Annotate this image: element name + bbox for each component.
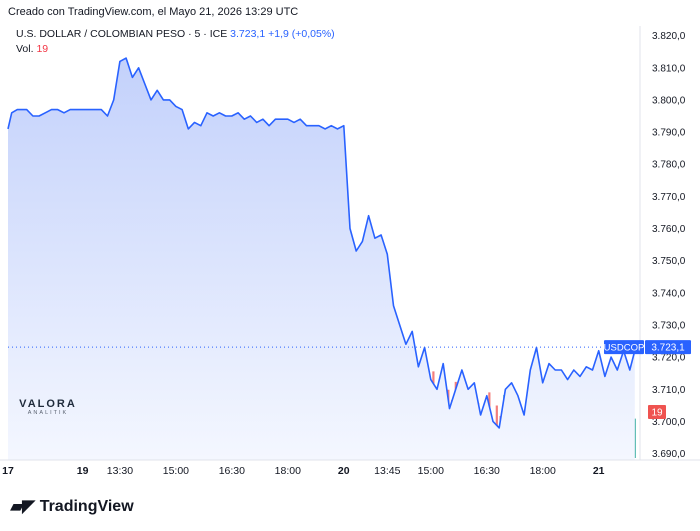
x-tick-label: 15:00: [163, 465, 189, 477]
y-tick-label: 3.720,0: [652, 353, 686, 364]
y-tick-label: 3.820,0: [652, 31, 686, 42]
valora-logo: VALORA ANALITIK: [18, 398, 78, 416]
y-tick-label: 3.700,0: [652, 417, 686, 428]
last-price-badge-label: 3.723,1: [651, 343, 685, 354]
time-axis[interactable]: 17 19 13:30 15:00 16:30 18:00 20 13:45 15:00 16:3…: [2, 465, 605, 477]
x-tick-label: 17: [2, 465, 14, 477]
x-tick-label: 13:30: [107, 465, 133, 477]
tradingview-footer[interactable]: ▰◤ TradingView: [10, 496, 134, 517]
last-value-badges: USDCOP 3.723,1 19: [604, 340, 691, 419]
last-price-badge: [645, 340, 691, 355]
x-tick-label: 15:00: [418, 465, 444, 477]
symbol-badge: [604, 340, 644, 355]
y-tick-label: 3.750,0: [652, 256, 686, 267]
price-axis[interactable]: 3.820,0 3.810,0 3.800,0 3.790,0 3.780,0 3.770…: [652, 31, 686, 460]
x-tick-label: 18:00: [530, 465, 556, 477]
x-tick-label: 19: [77, 465, 89, 477]
y-tick-label: 3.780,0: [652, 160, 686, 171]
price-area-fill: [8, 58, 635, 460]
chart-credit: Creado con TradingView.com, el Mayo 21, …: [8, 6, 299, 18]
y-tick-label: 3.760,0: [652, 224, 686, 235]
logo-line2: ANALITIK: [27, 410, 69, 416]
symbol-title: U.S. DOLLAR / COLOMBIAN PESO · 5 · ICE: [16, 28, 228, 40]
volume-bar: [633, 418, 636, 458]
last-price: 3.723,1: [230, 28, 266, 40]
y-tick-label: 3.740,0: [652, 288, 686, 299]
symbol-legend[interactable]: U.S. DOLLAR / COLOMBIAN PESO · 5 · ICE 3…: [16, 28, 335, 40]
volume-badge: [648, 405, 666, 419]
y-tick-label: 3.810,0: [652, 63, 686, 74]
volume-value: 19: [36, 43, 49, 55]
volume-badge-label: 19: [651, 408, 663, 419]
x-tick-label: 20: [338, 465, 350, 477]
x-tick-label: 16:30: [474, 465, 500, 477]
y-tick-label: 3.770,0: [652, 192, 686, 203]
y-tick-label: 3.690,0: [652, 449, 686, 460]
y-tick-label: 3.790,0: [652, 128, 686, 139]
symbol-badge-label: USDCOP: [604, 343, 645, 354]
x-tick-label: 13:45: [374, 465, 400, 477]
price-line: [7, 57, 636, 429]
y-tick-label: 3.730,0: [652, 320, 686, 331]
tradingview-brand: TradingView: [39, 497, 134, 515]
logo-line1: VALORA: [19, 398, 77, 410]
x-tick-label: 21: [593, 465, 605, 477]
x-tick-label: 16:30: [219, 465, 245, 477]
volume-legend[interactable]: Vol. 19: [16, 43, 48, 55]
tradingview-logo-icon: ▰◤: [10, 496, 36, 516]
x-tick-label: 18:00: [275, 465, 301, 477]
volume-label: Vol.: [16, 43, 34, 55]
y-tick-label: 3.800,0: [652, 95, 686, 106]
price-change: +1,9 (+0,05%): [268, 28, 335, 40]
y-tick-label: 3.710,0: [652, 385, 686, 396]
